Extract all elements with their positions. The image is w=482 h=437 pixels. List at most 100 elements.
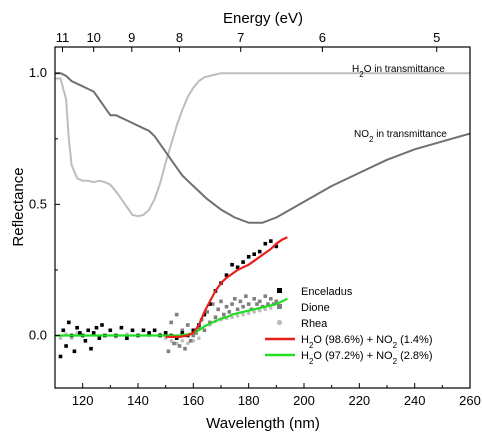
axes: 120 140 160 180 200 220 240 260 0.0 0.5 1.0 11 10 9 8 7…	[29, 30, 481, 408]
y-tick-label: 0.5	[29, 196, 47, 211]
point-rhea	[230, 315, 234, 320]
point-enceladus	[208, 302, 212, 306]
point-enceladus	[174, 336, 179, 340]
point-enceladus	[235, 265, 240, 270]
plot-frame	[54, 46, 471, 389]
point-dione	[238, 299, 243, 304]
top-tick-label: 6	[319, 30, 326, 45]
y-axis-title: Reflectance	[10, 167, 27, 246]
annotations: H2O in transmittance NO2 in transmittance	[352, 64, 447, 144]
point-enceladus	[61, 328, 66, 333]
point-dione	[180, 328, 185, 333]
point-dione	[266, 302, 270, 306]
point-enceladus	[78, 331, 82, 335]
legend-label-enceladus: Enceladus	[301, 286, 353, 298]
legend-symbol-dione	[277, 304, 282, 309]
x-tick-label: 200	[293, 393, 315, 408]
point-rhea	[269, 306, 273, 310]
legend-label-fit1: H2O (98.6%) + NO2 (1.4%)	[301, 334, 433, 350]
point-enceladus	[67, 320, 71, 325]
x-tick-label: 160	[182, 393, 204, 408]
point-dione	[213, 315, 218, 319]
legend-label-dione: Dione	[301, 302, 330, 314]
point-dione	[194, 331, 198, 335]
top-tick-label: 7	[237, 30, 244, 45]
point-dione	[263, 294, 268, 298]
point-dione	[241, 304, 245, 309]
annotation-no2: NO2 in transmittance	[354, 129, 447, 144]
point-enceladus	[252, 252, 256, 256]
point-dione	[219, 299, 223, 304]
point-rhea	[75, 331, 79, 335]
point-enceladus	[274, 244, 279, 249]
point-dione	[230, 302, 234, 306]
legend: Enceladus Dione Rhea H2O (98.6%) + NO2 (1.4…	[265, 286, 433, 366]
point-dione	[197, 325, 201, 330]
annotation-h2o: H2O in transmittance	[352, 64, 445, 79]
x-axis-title: Wavelength (nm)	[206, 415, 320, 432]
point-rhea	[58, 336, 63, 341]
point-enceladus	[119, 325, 124, 330]
point-dione	[224, 304, 229, 309]
top-tick-label: 9	[128, 30, 135, 45]
y-tick-label: 0.0	[29, 328, 47, 343]
top-axis-title: Energy (eV)	[223, 10, 303, 27]
point-enceladus	[147, 331, 151, 335]
point-dione	[205, 310, 209, 314]
point-dione	[257, 299, 262, 304]
point-enceladus	[64, 344, 68, 348]
point-enceladus	[246, 255, 251, 259]
point-rhea	[180, 339, 185, 343]
point-enceladus	[86, 328, 90, 333]
point-dione	[208, 320, 212, 325]
point-dione	[166, 349, 171, 354]
point-rhea	[235, 314, 240, 318]
point-enceladus	[108, 328, 113, 333]
point-dione	[174, 312, 179, 317]
point-enceladus	[269, 239, 273, 243]
point-dione	[274, 299, 279, 304]
series-enceladus	[58, 239, 279, 359]
series-h2o_transmittance	[55, 72, 470, 218]
point-enceladus	[125, 336, 129, 340]
point-rhea	[197, 336, 201, 341]
point-rhea	[252, 310, 256, 314]
series-group	[55, 72, 470, 359]
point-rhea	[263, 307, 268, 312]
x-tick-label: 140	[127, 393, 149, 408]
point-dione	[269, 297, 273, 301]
legend-symbol-rhea	[276, 319, 283, 326]
top-tick-label: 8	[176, 30, 183, 45]
point-dione	[188, 339, 193, 343]
x-tick-label: 120	[72, 393, 94, 408]
plot-area	[55, 72, 470, 359]
x-tick-label: 240	[404, 393, 426, 408]
point-enceladus	[163, 331, 168, 335]
point-enceladus	[97, 336, 102, 340]
point-enceladus	[75, 325, 79, 330]
top-tick-label: 10	[86, 30, 100, 45]
point-dione	[222, 312, 226, 317]
point-dione	[255, 302, 259, 306]
point-enceladus	[100, 323, 104, 327]
point-dione	[186, 323, 190, 327]
point-rhea	[246, 311, 251, 316]
point-dione	[235, 307, 240, 312]
point-enceladus	[152, 328, 157, 333]
point-enceladus	[224, 273, 229, 277]
point-dione	[172, 341, 176, 346]
point-enceladus	[230, 262, 234, 267]
point-rhea	[241, 312, 245, 317]
point-dione	[183, 346, 187, 351]
point-dione	[191, 333, 196, 338]
top-tick-label: 11	[56, 30, 70, 45]
legend-label-fit2: H2O (97.2%) + NO2 (2.8%)	[301, 350, 433, 366]
point-enceladus	[91, 331, 96, 335]
x-tick-label: 180	[238, 393, 260, 408]
point-enceladus	[130, 328, 135, 333]
series-fit1	[165, 236, 288, 338]
point-enceladus	[94, 325, 99, 330]
point-enceladus	[241, 260, 245, 264]
point-enceladus	[89, 346, 93, 351]
